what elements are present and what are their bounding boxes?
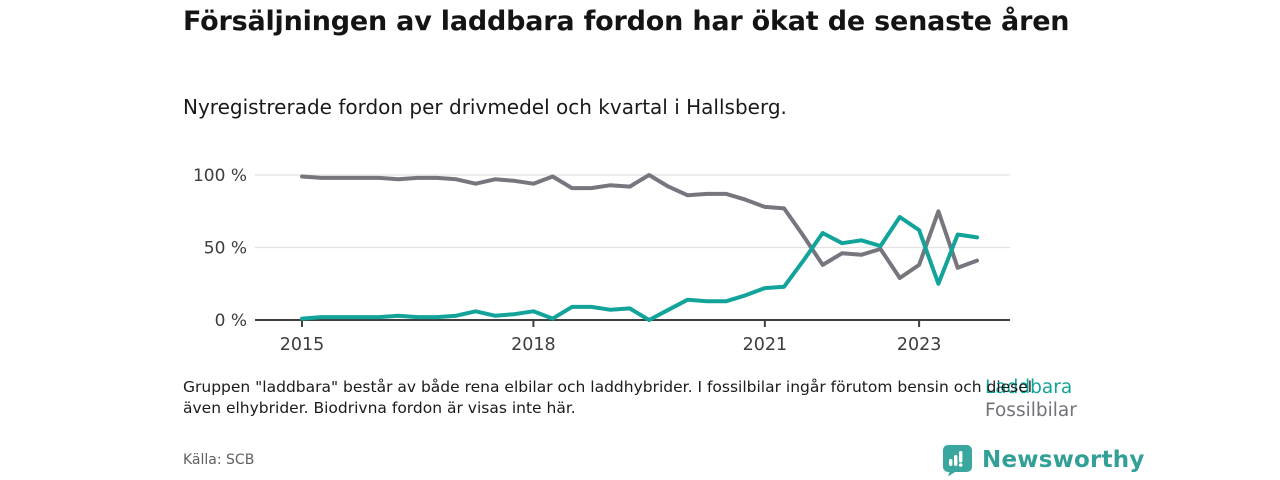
chart-footnote: Gruppen "laddbara" består av både rena e… (183, 378, 1033, 418)
logo-wordmark: Newsworthy (982, 447, 1145, 473)
line-chart: 0 % 50 % 100 % 2015 2018 2021 2023 (193, 166, 1010, 355)
line-chart-area: 0 % 50 % 100 % 2015 2018 2021 2023 Laddbara Fo… (0, 150, 1280, 421)
y-axis-tick-label: 50 % (204, 239, 247, 259)
series-line-fossilbilar (300, 173, 979, 280)
x-axis-tick-label: 2018 (511, 335, 556, 355)
bar-chart-pin-icon (943, 445, 972, 476)
chart-subtitle: Nyregistrerade fordon per drivmedel och … (183, 95, 787, 119)
x-axis-tick-label: 2021 (743, 335, 788, 355)
legend-label-laddbara: Laddbara (985, 377, 1073, 398)
source-label: Källa: SCB (183, 452, 255, 468)
x-axis-tick-label: 2023 (897, 335, 942, 355)
y-axis-tick-label: 0 % (215, 311, 247, 331)
newsworthy-logo: Newsworthy (942, 444, 1145, 476)
page-title: Försäljningen av laddbara fordon har öka… (183, 6, 1070, 37)
x-axis-tick-label: 2015 (280, 335, 325, 355)
series-line-laddbara (300, 215, 979, 322)
y-axis-tick-label: 100 % (193, 166, 247, 186)
legend-label-fossilbilar: Fossilbilar (985, 400, 1077, 421)
